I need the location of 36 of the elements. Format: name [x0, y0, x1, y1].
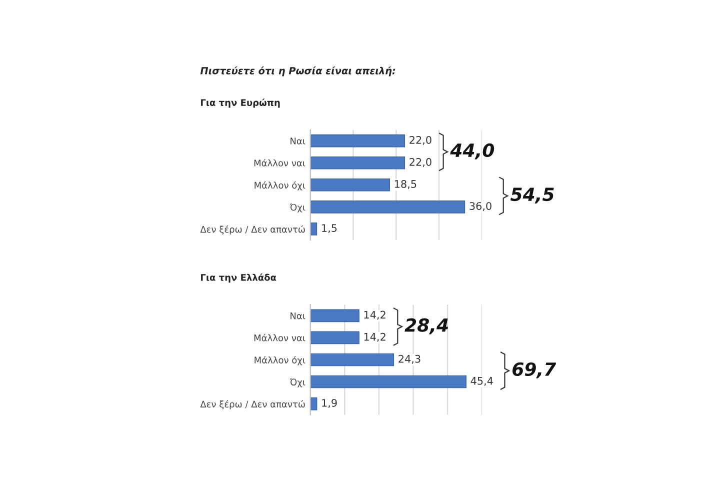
- bar: [310, 222, 318, 236]
- y-tick-label: Μάλλον ναι: [254, 334, 306, 342]
- bar: [310, 156, 406, 170]
- bar: [310, 375, 466, 388]
- data-label: 45,4: [470, 377, 493, 386]
- y-tick-label: Μάλλον όχι: [254, 356, 306, 366]
- y-tick-label: Ναι: [290, 138, 306, 144]
- y-tick-label: Ναι: [290, 312, 306, 320]
- data-label: 18,5: [394, 180, 416, 189]
- data-label: 14,2: [364, 332, 386, 342]
- chart-subtitle: Για την Ελλάδα: [201, 273, 276, 283]
- data-label: 22,0: [410, 136, 432, 145]
- y-tick-label: Μάλλον όχι: [254, 181, 306, 190]
- bar: [310, 134, 406, 148]
- y-tick-label: Όχι: [290, 378, 306, 388]
- text: 69,7: [512, 362, 556, 378]
- chart-subtitle: Για την Ευρώπη: [201, 98, 280, 108]
- data-label: 1,5: [322, 224, 337, 234]
- y-tick-label: Όχι: [290, 203, 306, 212]
- bar: [310, 309, 360, 322]
- bar: [310, 353, 394, 366]
- y-tick-label: Δεν ξέρω / Δεν απαντώ: [200, 400, 305, 410]
- bar: [310, 178, 390, 192]
- annotation: 44,0: [450, 143, 494, 160]
- data-label: 36,0: [470, 202, 492, 212]
- data-label: 24,3: [398, 354, 420, 364]
- data-label: 1,9: [322, 398, 337, 408]
- data-label: 14,2: [364, 310, 386, 320]
- bar: [310, 200, 466, 214]
- text: 54,5: [510, 188, 554, 204]
- annotation: 28,4: [404, 318, 448, 334]
- y-tick-label: Δεν ξέρω / Δεν απαντώ: [200, 225, 305, 234]
- data-label: 22,0: [410, 158, 432, 167]
- bar: [310, 331, 360, 344]
- chart-title: Πιστεύετε ότι η Ρωσία είναι απειλή:: [200, 66, 396, 76]
- y-tick-label: Μάλλον ναι: [254, 159, 306, 166]
